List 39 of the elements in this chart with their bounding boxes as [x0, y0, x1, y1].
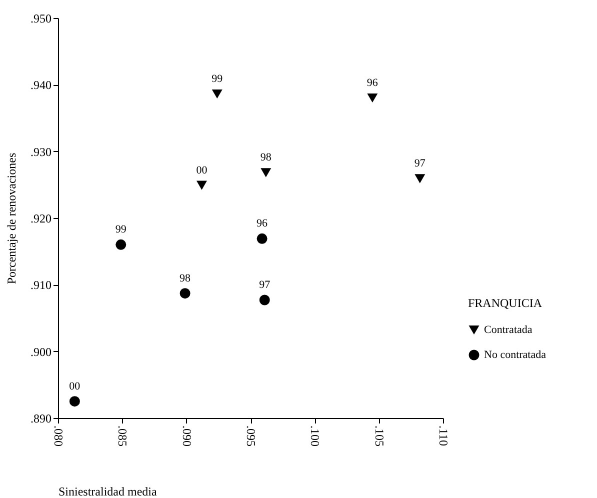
x-tick-label: .085: [116, 426, 130, 446]
x-tick-label: .080: [52, 426, 66, 446]
annotation: 97: [414, 158, 426, 170]
point: [259, 294, 270, 306]
annotation: 00: [196, 164, 208, 176]
point: [414, 174, 426, 184]
x-tick-label: .100: [308, 426, 322, 446]
x-tick-label: .090: [180, 426, 194, 446]
y-tick-label: .900: [30, 344, 52, 359]
y-tick-label: .890: [30, 412, 52, 426]
point: [367, 93, 378, 103]
annotation: 97: [259, 279, 271, 291]
point: [180, 288, 190, 299]
y-tick-label: .950: [30, 12, 52, 26]
annotation: 00: [69, 380, 81, 392]
point: [260, 168, 272, 178]
annotation: 98: [180, 272, 192, 284]
point: [256, 233, 268, 244]
y-tick-label: .910: [30, 278, 52, 292]
y-tick-label: .920: [30, 212, 52, 226]
x-tick-label: .110: [436, 426, 450, 446]
x-tick-label: .095: [244, 426, 258, 446]
legend-title: FRANQUICIA: [468, 296, 542, 310]
y-axis-title: Porcentaje de renovaciones: [4, 152, 18, 284]
point: [212, 89, 222, 99]
legend-label: No contratada: [484, 349, 546, 361]
y-tick-label: .930: [30, 144, 52, 159]
x-tick-label: .105: [372, 426, 386, 446]
annotation: 96: [256, 218, 268, 230]
annotation: 96: [366, 77, 378, 89]
annotation: 99: [115, 224, 127, 236]
annotation: 98: [260, 152, 272, 164]
y-tick-label: .940: [30, 78, 52, 92]
x-axis-title: Siniestralidad media: [58, 484, 158, 498]
annotation: 99: [212, 73, 224, 85]
legend-label: Contratada: [484, 324, 532, 336]
point: [116, 239, 126, 250]
point: [196, 180, 207, 190]
point: [69, 396, 80, 407]
